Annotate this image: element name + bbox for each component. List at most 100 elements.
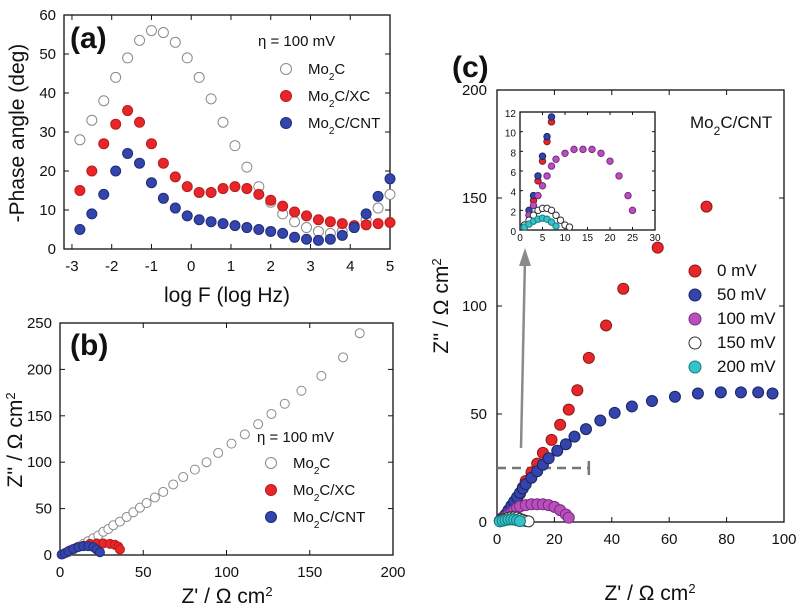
data-point-xc xyxy=(122,105,134,117)
data-point-xc xyxy=(86,165,98,177)
data-point-xc xyxy=(301,210,313,222)
data-point-cnt xyxy=(241,222,253,234)
x-tick-label: 100 xyxy=(771,531,796,548)
panel-c-legend: 0 mV 50 mV 100 mV 150 mV 200 mV xyxy=(688,261,776,376)
panel-a-ylabel: -Phase angle (deg) xyxy=(6,44,29,223)
data-point-cnt xyxy=(277,227,289,239)
y-tick-label: 150 xyxy=(27,408,52,425)
x-tick-label: 2 xyxy=(267,258,275,275)
x-tick-label: 0 xyxy=(56,564,64,581)
legend-label: Mo2C xyxy=(308,61,345,83)
x-tick-label: 5 xyxy=(540,233,546,244)
zoom-arrow-head xyxy=(519,248,531,266)
panel-c-ylabel: Z'' / Ω cm2 xyxy=(429,258,454,353)
data-point-xc xyxy=(114,544,125,555)
panel-a-frame xyxy=(63,14,391,250)
legend-marker-v50 xyxy=(688,288,702,302)
data-point-v50 xyxy=(594,414,607,427)
data-point-v50 xyxy=(668,390,681,403)
x-tick-label: 200 xyxy=(380,564,405,581)
x-tick-label: 30 xyxy=(649,233,661,244)
data-point-v50 xyxy=(752,386,765,399)
data-point-mo2c xyxy=(74,134,86,146)
y-tick-label: 0 xyxy=(479,514,487,531)
x-tick-label: 50 xyxy=(135,564,152,581)
panel-a-label: (a) xyxy=(70,22,107,55)
x-tick-label: 60 xyxy=(661,531,678,548)
data-point-v0 xyxy=(617,282,630,295)
data-point-mo2c xyxy=(266,408,277,419)
data-point-xc xyxy=(289,206,301,218)
data-point-v150 xyxy=(556,216,565,224)
data-point-v50 xyxy=(608,406,621,419)
data-point-xc xyxy=(145,138,157,150)
legend-marker-mo2c xyxy=(280,63,292,75)
data-point-mo2c xyxy=(289,216,301,228)
data-point-mo2c xyxy=(134,502,145,513)
x-tick-label: 80 xyxy=(718,531,735,548)
data-point-xc xyxy=(217,183,229,195)
data-point-xc xyxy=(181,181,193,193)
data-point-xc xyxy=(253,188,265,200)
data-point-xc xyxy=(169,171,181,183)
data-point-xc xyxy=(384,216,396,228)
data-point-v100 xyxy=(606,157,614,165)
data-point-v50 xyxy=(551,444,564,457)
panel-b-label: (b) xyxy=(70,329,108,362)
panel-a-legend: Mo2C Mo2C/XC Mo2C/CNT xyxy=(280,61,380,137)
x-tick-label: 0 xyxy=(517,233,523,244)
data-point-cnt xyxy=(94,547,105,558)
data-point-mo2c xyxy=(134,34,146,46)
data-point-cnt xyxy=(193,214,205,226)
data-point-xc xyxy=(98,138,110,150)
y-tick-label: 0 xyxy=(48,241,56,258)
data-point-cnt xyxy=(372,190,384,202)
y-tick-label: 8 xyxy=(510,148,516,159)
data-point-mo2c xyxy=(193,71,205,83)
data-point-cnt xyxy=(384,173,396,185)
legend-label: 50 mV xyxy=(717,285,767,304)
data-point-mo2c xyxy=(316,370,327,381)
data-point-cnt xyxy=(134,157,146,169)
legend-marker-v0 xyxy=(688,264,702,278)
legend-marker-v100 xyxy=(688,312,702,326)
data-point-mo2c xyxy=(241,161,253,173)
data-point-mo2c xyxy=(205,93,217,105)
data-point-v50 xyxy=(568,430,581,443)
y-tick-label: 200 xyxy=(27,361,52,378)
data-point-xc xyxy=(205,186,217,198)
data-point-mo2c xyxy=(384,188,396,200)
x-tick-label: -2 xyxy=(105,258,118,275)
legend-label: Mo2C/CNT xyxy=(308,115,380,137)
data-point-v100 xyxy=(579,145,587,154)
data-point-v150 xyxy=(552,211,560,219)
x-tick-label: 20 xyxy=(546,531,563,548)
data-point-mo2c xyxy=(201,457,212,468)
y-tick-label: 20 xyxy=(39,163,56,180)
data-point-v100 xyxy=(529,201,538,210)
data-point-v50 xyxy=(543,132,551,141)
data-point-cnt xyxy=(289,231,301,243)
data-point-mo2c xyxy=(279,398,290,409)
data-point-mo2c xyxy=(253,419,264,430)
data-point-mo2c xyxy=(189,464,200,475)
data-point-v0 xyxy=(545,433,558,446)
data-point-xc xyxy=(241,183,253,195)
legend-marker-v200 xyxy=(688,360,702,374)
data-point-cnt xyxy=(205,216,217,228)
legend-label: Mo2C/CNT xyxy=(293,509,365,531)
data-point-cnt xyxy=(348,222,360,234)
data-point-v100 xyxy=(615,172,623,180)
data-point-cnt xyxy=(229,220,241,232)
data-point-cnt xyxy=(336,229,348,241)
data-point-xc xyxy=(157,157,169,169)
legend-label: 100 mV xyxy=(717,309,776,328)
data-point-v100 xyxy=(552,155,560,163)
data-point-v50 xyxy=(547,113,556,121)
data-point-mo2c xyxy=(178,472,189,483)
y-tick-label: 50 xyxy=(470,406,487,423)
panel-b: 0 50 100 150 200 0 50 100 150 200 250 (b) η = 100 … xyxy=(3,315,406,608)
data-point-cnt xyxy=(169,202,181,214)
x-tick-label: 10 xyxy=(559,233,571,244)
data-point-v50 xyxy=(542,452,555,465)
